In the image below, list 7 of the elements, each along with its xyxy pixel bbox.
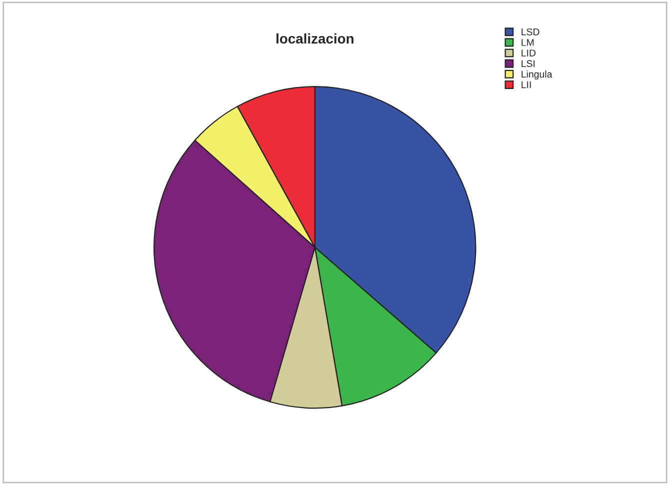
chart-title: localizacion xyxy=(276,33,354,44)
legend-label: LM xyxy=(522,39,534,46)
legend-label: LSI xyxy=(522,60,535,68)
legend-label: LII xyxy=(522,81,531,88)
legend-label: Lingula xyxy=(522,70,552,80)
legend-label: LID xyxy=(522,50,536,56)
legend-label: LSD xyxy=(522,28,540,36)
